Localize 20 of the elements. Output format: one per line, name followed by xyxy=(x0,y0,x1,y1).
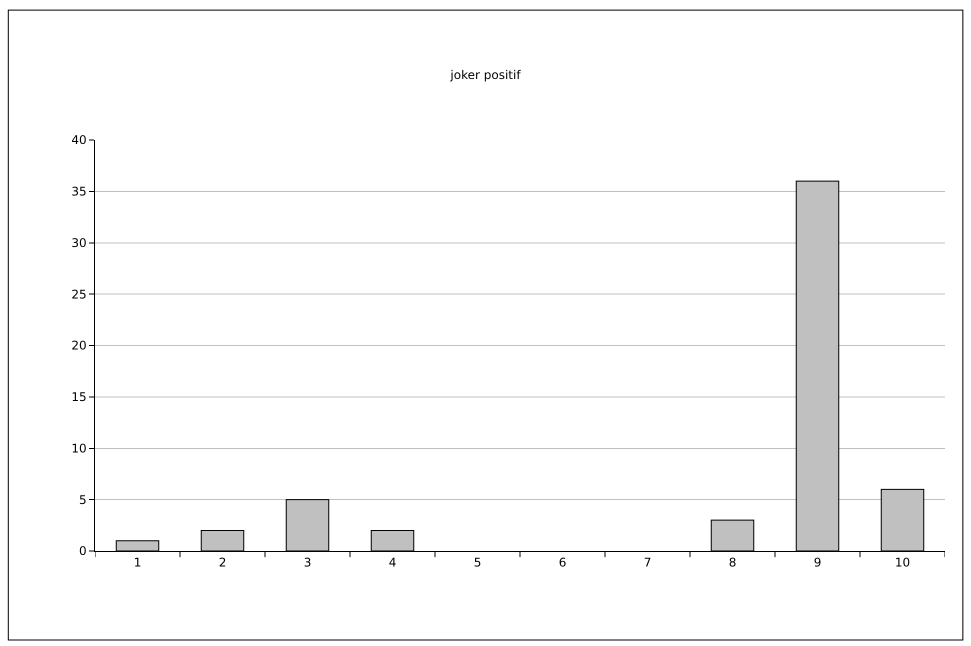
x-tick-label: 1 xyxy=(134,555,142,570)
x-tick-label: 7 xyxy=(644,555,652,570)
y-tick-label: 20 xyxy=(71,338,87,353)
x-tick-label: 9 xyxy=(814,555,822,570)
y-tick-label: 15 xyxy=(71,390,87,404)
y-tick-label: 5 xyxy=(78,492,87,507)
x-tick-label: 5 xyxy=(474,555,482,570)
y-tick-label: 30 xyxy=(71,236,87,250)
chart-title: joker positif xyxy=(449,68,522,82)
y-tick-label: 25 xyxy=(71,287,87,302)
y-tick-label: 40 xyxy=(71,133,87,148)
x-tick-label: 3 xyxy=(304,555,312,570)
x-tick-label: 6 xyxy=(558,555,566,570)
x-tick-label: 4 xyxy=(388,555,396,570)
y-tick-label: 0 xyxy=(78,544,87,558)
y-tick-label: 10 xyxy=(71,441,87,456)
x-tick-label: 2 xyxy=(218,555,226,570)
x-tick-label: 8 xyxy=(728,555,736,570)
x-tick-label: 10 xyxy=(894,555,910,570)
y-tick-label: 35 xyxy=(71,184,87,199)
